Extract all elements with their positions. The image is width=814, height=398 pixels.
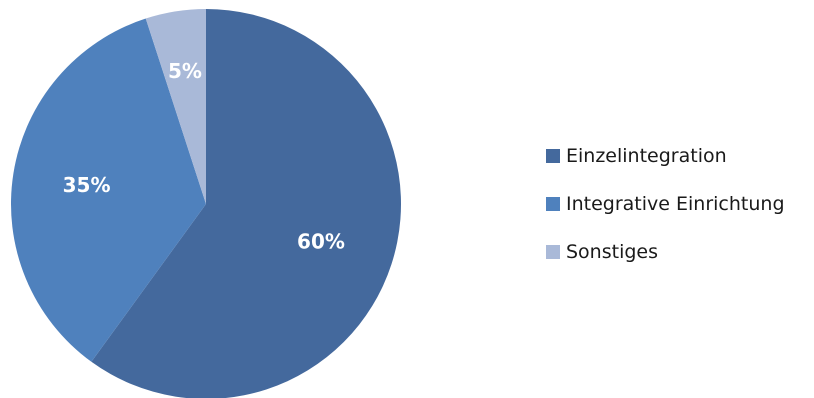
pie-slices [10, 9, 401, 398]
legend-swatch [546, 245, 560, 259]
legend-swatch [546, 149, 560, 163]
data-label-sonstiges: 5% [168, 59, 202, 83]
legend-swatch [546, 197, 560, 211]
legend-label: Sonstiges [566, 241, 659, 263]
data-label-integrative-einrichtung: 35% [63, 173, 111, 197]
legend-item-einzelintegration: Einzelintegration [546, 144, 785, 168]
legend-item-sonstiges: Sonstiges [546, 240, 785, 264]
pie-data-labels: 60% 35% 5% [63, 59, 345, 253]
pie-slice-einzelintegration [91, 9, 401, 398]
pie-slice-sonstiges [145, 9, 206, 204]
legend-label: Einzelintegration [566, 145, 727, 167]
legend-label: Integrative Einrichtung [566, 193, 785, 215]
legend-item-integrative-einrichtung: Integrative Einrichtung [546, 192, 785, 216]
chart-legend: Einzelintegration Integrative Einrichtun… [546, 144, 785, 288]
pie-slice-integrative-einrichtung [10, 18, 207, 362]
data-label-einzelintegration: 60% [297, 229, 345, 253]
